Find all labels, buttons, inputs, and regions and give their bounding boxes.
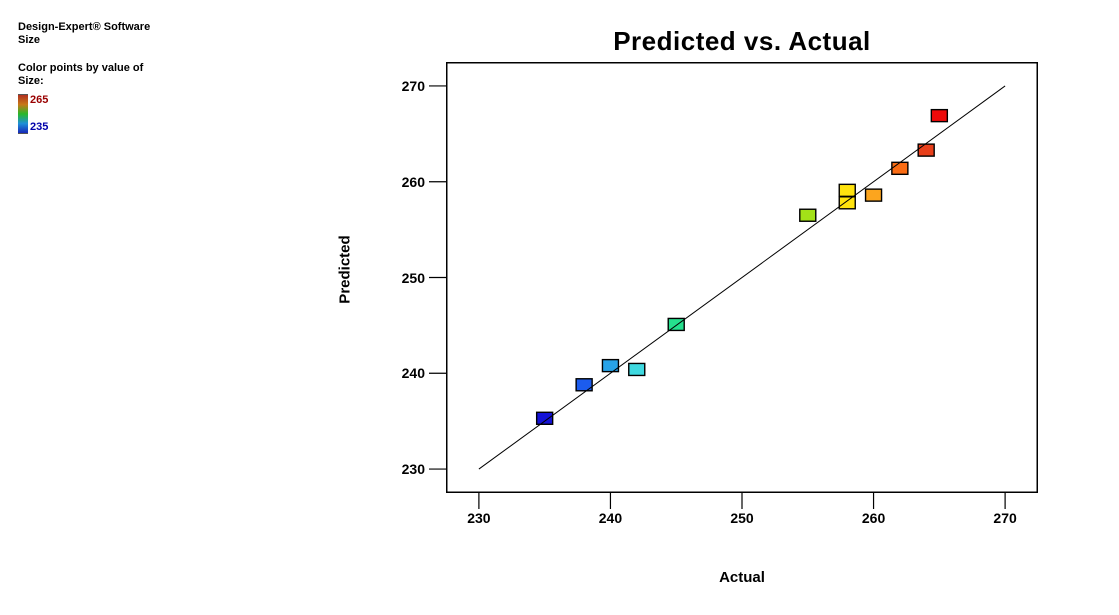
legend-block: Design-Expert® Software Size Color point… bbox=[18, 21, 150, 134]
identity-line bbox=[478, 85, 1006, 470]
x-tick-label: 250 bbox=[730, 510, 754, 526]
data-point bbox=[799, 208, 817, 222]
data-point bbox=[628, 362, 646, 377]
color-scale-labels: 265 235 bbox=[30, 94, 48, 134]
data-point bbox=[838, 183, 856, 198]
data-point bbox=[838, 196, 856, 210]
legend-spacer bbox=[18, 47, 150, 62]
data-point bbox=[575, 378, 593, 392]
color-gradient-bar bbox=[18, 94, 28, 134]
legend-software-title: Design-Expert® Software bbox=[18, 21, 151, 33]
plot-area bbox=[429, 62, 1038, 509]
legend-color-note-line1: Color points by value of bbox=[18, 62, 144, 74]
data-point bbox=[601, 358, 620, 373]
color-scale-min-value: 235 bbox=[30, 121, 49, 133]
chart-title: Predicted vs. Actual bbox=[613, 26, 871, 56]
x-tick-label: 240 bbox=[598, 510, 623, 526]
color-scale: 265 235 bbox=[18, 94, 150, 134]
legend-color-note-line2: Size: bbox=[18, 75, 44, 87]
plot-frame bbox=[446, 62, 1038, 493]
legend-response-name: Size bbox=[18, 34, 41, 46]
y-tick-label: 260 bbox=[401, 173, 425, 190]
x-tick-label: 260 bbox=[861, 510, 886, 526]
y-tick-label: 270 bbox=[401, 77, 425, 94]
x-axis-label: Actual bbox=[719, 569, 765, 586]
data-point bbox=[667, 317, 685, 332]
color-scale-max-value: 265 bbox=[30, 94, 49, 106]
x-tick-label: 270 bbox=[993, 510, 1017, 526]
data-point bbox=[891, 161, 909, 176]
data-point bbox=[930, 108, 949, 123]
data-point bbox=[535, 411, 554, 425]
y-tick-label: 250 bbox=[401, 269, 425, 286]
data-point bbox=[917, 143, 935, 157]
y-tick-label: 240 bbox=[401, 365, 425, 382]
x-tick-label: 230 bbox=[467, 510, 491, 526]
y-tick-label: 230 bbox=[401, 461, 425, 478]
data-point bbox=[864, 188, 883, 202]
y-axis-label: Predicted bbox=[336, 235, 354, 304]
